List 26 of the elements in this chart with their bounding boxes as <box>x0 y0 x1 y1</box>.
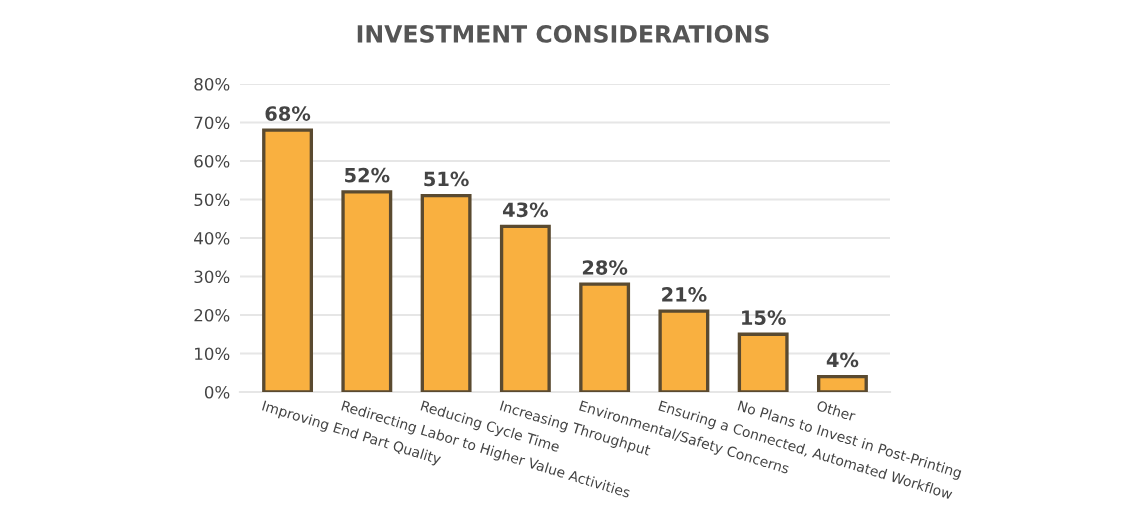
y-tick-label: 0% <box>204 385 230 399</box>
y-tick-label: 70% <box>194 116 230 130</box>
y-tick-label: 60% <box>194 154 230 168</box>
data-label: 4% <box>826 352 859 368</box>
data-label: 43% <box>502 202 549 218</box>
chart-title: INVESTMENT CONSIDERATIONS <box>357 24 769 43</box>
y-tick-label: 40% <box>194 231 230 245</box>
bar <box>262 128 314 392</box>
bar <box>420 193 472 392</box>
bar <box>737 332 789 392</box>
y-tick-label: 50% <box>194 193 230 207</box>
y-tick-label: 80% <box>194 77 230 91</box>
data-label: 15% <box>742 310 786 325</box>
y-tick-label: 10% <box>195 347 230 361</box>
y-tick-label: 20% <box>194 308 230 322</box>
data-label: 52% <box>345 167 390 183</box>
data-label: 51% <box>424 171 469 187</box>
y-tick-label: 30% <box>194 270 230 284</box>
bar <box>579 282 631 392</box>
data-label: 21% <box>662 287 707 302</box>
bar <box>499 224 551 392</box>
bar <box>816 374 868 392</box>
bar <box>658 309 710 392</box>
data-label: 28% <box>582 260 628 275</box>
bar <box>341 190 393 392</box>
data-label: 68% <box>265 106 311 121</box>
